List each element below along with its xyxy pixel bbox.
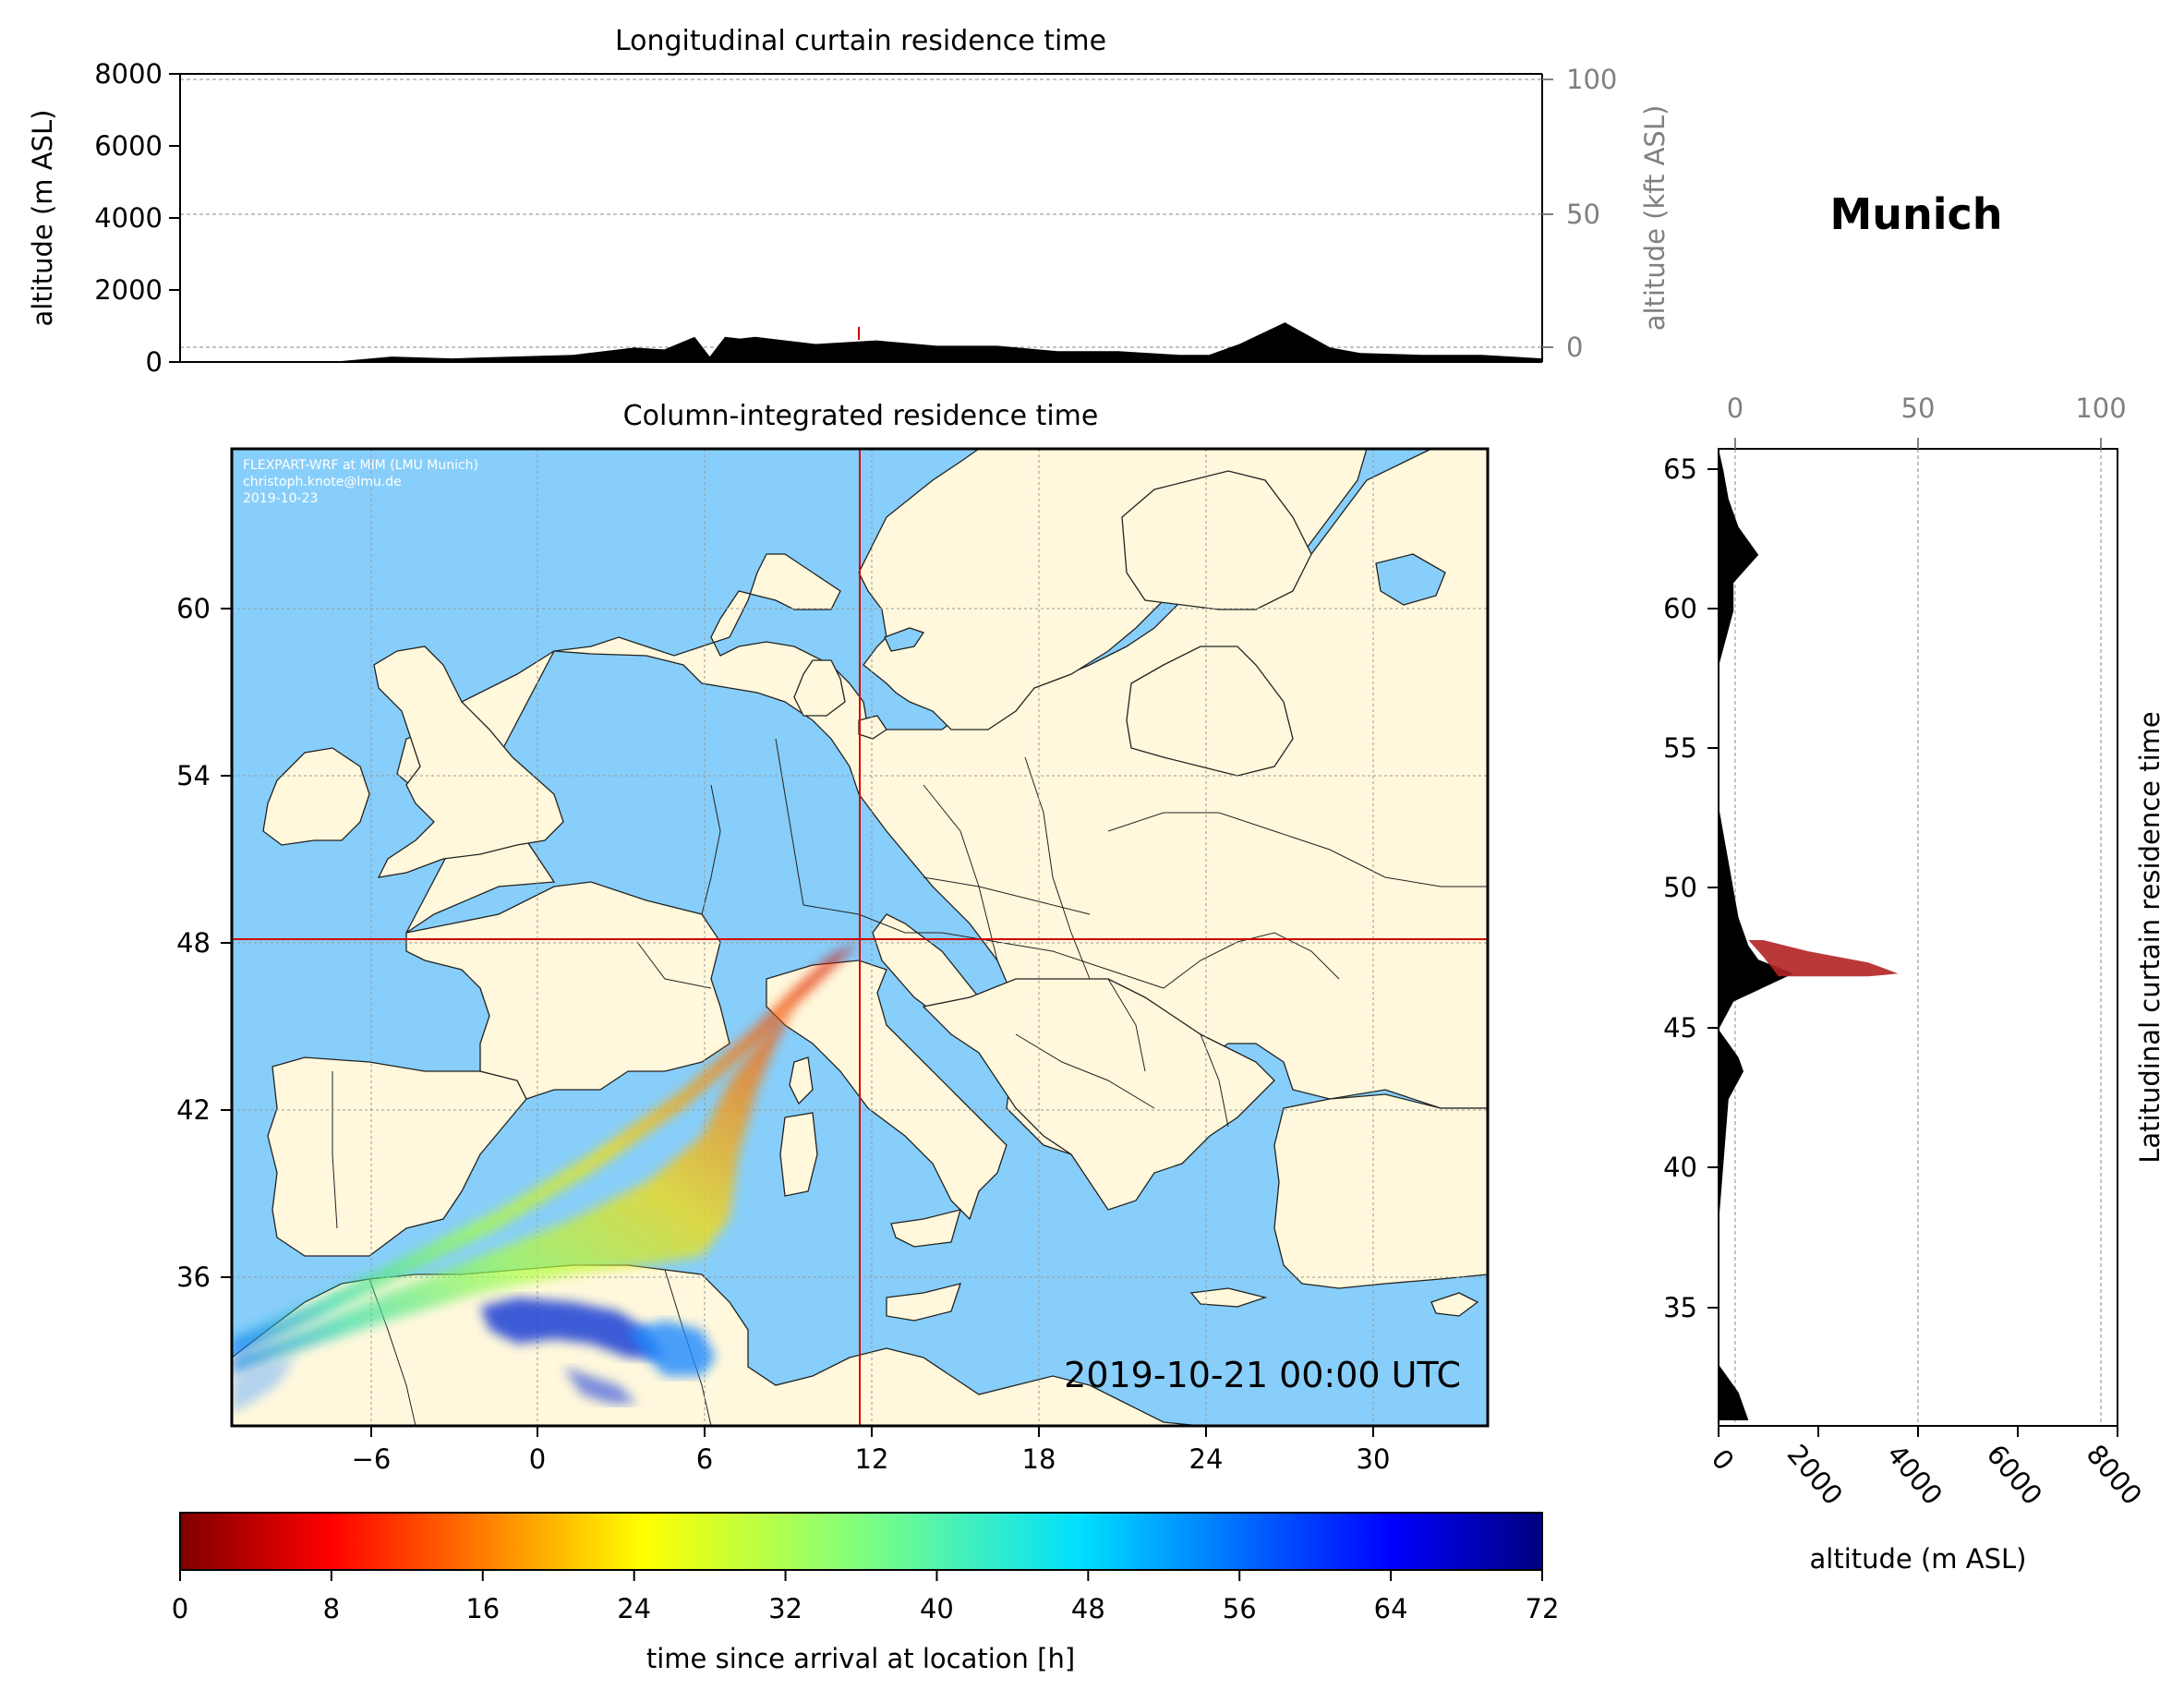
top-ytick-right: 50: [1566, 199, 1600, 230]
right-xlabel: altitude (m ASL): [1810, 1543, 2027, 1575]
residence-plume: [232, 942, 859, 1413]
map-credit-line: FLEXPART-WRF at MIM (LMU Munich): [243, 458, 478, 473]
top-ytick-right: 100: [1566, 64, 1617, 95]
right-xtick: 2000: [1781, 1439, 1849, 1511]
colorbar-tick-label: 72: [1526, 1593, 1560, 1624]
lake-ladoga: [1375, 553, 1446, 606]
right-yticks: 35 40 45 50 55 60 65: [1663, 453, 1719, 1323]
location-title: Munich: [1829, 189, 2002, 239]
top-ytick: 2000: [94, 274, 163, 306]
map-ytick: 42: [176, 1094, 211, 1126]
colorbar-ticks: 0 8 16 24 32 40 48 56 64 72: [172, 1570, 1560, 1624]
top-ytick: 6000: [94, 130, 163, 162]
colorbar-tick-label: 24: [617, 1593, 651, 1624]
right-residence-plume: [1748, 940, 1899, 977]
colorbar-tick-label: 8: [323, 1593, 340, 1624]
top-ytick: 4000: [94, 202, 163, 234]
right-xtick-top: 100: [2075, 392, 2126, 424]
map-yticks: 36 42 48 54 60: [176, 593, 232, 1293]
map-xtick: 24: [1189, 1443, 1224, 1475]
map-xtick: 6: [696, 1443, 713, 1475]
colorbar: 0 8 16 24 32 40 48 56 64 72 time since arrival at…: [172, 1512, 1560, 1674]
colorbar-tick-label: 64: [1374, 1593, 1408, 1624]
land-turkey: [1273, 1093, 1488, 1289]
top-terrain-profile: [180, 322, 1542, 362]
right-xtick: 8000: [2081, 1439, 2148, 1511]
land-libya: [886, 1283, 961, 1322]
top-ylabel-right: altitude (kft ASL): [1639, 105, 1671, 332]
colorbar-tick-label: 0: [172, 1593, 188, 1624]
land-denmark: [793, 659, 846, 717]
land-cyprus: [1430, 1292, 1479, 1317]
right-xtick: 0: [1706, 1443, 1741, 1477]
colorbar-tick-label: 40: [920, 1593, 954, 1624]
map-ytick: 60: [176, 593, 211, 624]
map-land: [232, 449, 1488, 1426]
right-xtick-top: 0: [1727, 392, 1744, 424]
right-ylabel: Latitudinal curtain residence time: [2134, 711, 2166, 1164]
map-xtick: 18: [1022, 1443, 1056, 1475]
land-great-britain: [373, 646, 564, 878]
map-credit-line: 2019-10-23: [243, 491, 318, 506]
land-corsica: [789, 1056, 814, 1105]
right-xtick: 4000: [1881, 1439, 1949, 1511]
top-left-ticks: 0 2000 4000 6000 8000: [94, 58, 180, 378]
land-crete: [1189, 1287, 1268, 1308]
land-balkans: [922, 978, 1275, 1211]
land-italy: [766, 960, 1008, 1221]
map-xtick: −6: [352, 1443, 392, 1475]
right-ytick: 40: [1663, 1152, 1697, 1183]
map-xtick: 12: [855, 1443, 889, 1475]
land-france: [405, 881, 730, 1100]
right-xtick: 6000: [1981, 1439, 2048, 1511]
right-terrain-profile: [1719, 449, 1793, 1420]
top-ylabel: altitude (m ASL): [27, 110, 58, 327]
map-panel: Column-integrated residence time: [176, 400, 1490, 1475]
right-xtick-top: 50: [1901, 392, 1936, 424]
land-ireland: [262, 747, 370, 846]
right-ytick: 60: [1663, 593, 1697, 624]
right-panel: 35 40 45 50 55 60 65 0 50 100 0 2000 400…: [1663, 392, 2166, 1575]
top-panel-grid: [180, 78, 1542, 348]
right-bottom-ticks: 0 2000 4000 6000 8000: [1706, 1426, 2148, 1511]
right-ytick: 35: [1663, 1292, 1697, 1323]
right-ytick: 55: [1663, 732, 1697, 764]
map-ytick: 36: [176, 1261, 211, 1293]
top-panel-title: Longitudinal curtain residence time: [615, 25, 1106, 57]
land-finland: [1121, 470, 1312, 610]
colorbar-tick-label: 16: [465, 1593, 500, 1624]
colorbar-tick-label: 56: [1223, 1593, 1257, 1624]
land-sardinia: [779, 1112, 818, 1197]
land-sicily: [890, 1209, 961, 1248]
map-panel-title: Column-integrated residence time: [623, 400, 1099, 432]
right-ytick: 50: [1663, 872, 1697, 903]
colorbar-tick-label: 32: [768, 1593, 802, 1624]
top-ytick-right: 0: [1566, 332, 1583, 363]
map-credit-line: christoph.knote@lmu.de: [243, 475, 402, 489]
map-xtick: 0: [529, 1443, 546, 1475]
map-ytick: 54: [176, 760, 211, 791]
map-xtick: 30: [1357, 1443, 1391, 1475]
colorbar-tick-label: 48: [1071, 1593, 1105, 1624]
top-right-ticks: 0 50 100: [1542, 64, 1617, 363]
map-frame: [230, 447, 1490, 1428]
land-baltics: [1126, 646, 1294, 777]
lake-vanern: [884, 627, 925, 652]
right-ytick: 65: [1663, 453, 1697, 485]
top-ytick: 8000: [94, 58, 163, 90]
top-panel: Longitudinal curtain residence time 0 20…: [27, 25, 1671, 378]
map-xticks: −6 0 6 12 18 24 30: [352, 1426, 1391, 1475]
land-continent: [396, 449, 1488, 1155]
right-panel-grid: [1734, 449, 2102, 1426]
map-ytick: 48: [176, 927, 211, 959]
colorbar-label: time since arrival at location [h]: [646, 1643, 1075, 1674]
top-ytick: 0: [146, 346, 163, 378]
map-timestamp: 2019-10-21 00:00 UTC: [1064, 1355, 1461, 1395]
right-top-ticks: 0 50 100: [1727, 392, 2127, 449]
right-ytick: 45: [1663, 1012, 1697, 1044]
colorbar-gradient: [179, 1512, 1543, 1571]
